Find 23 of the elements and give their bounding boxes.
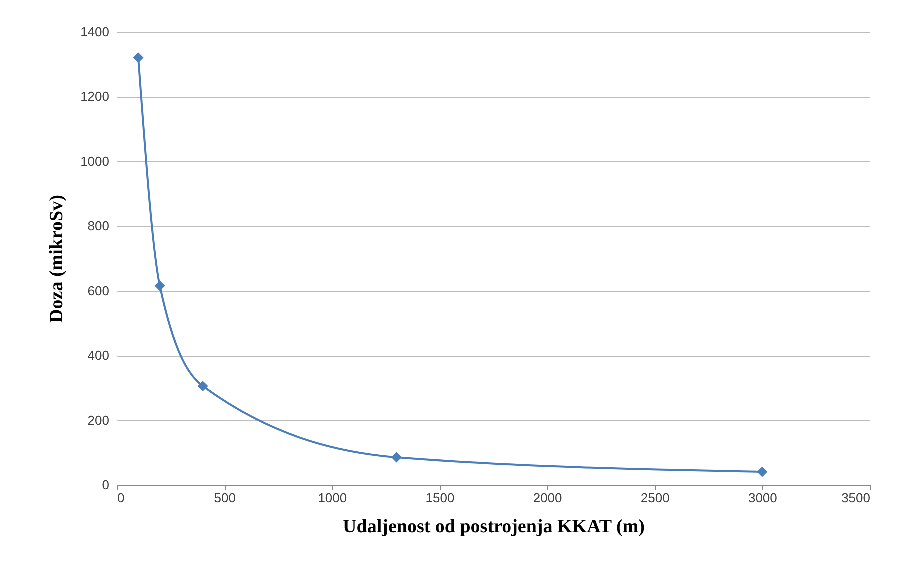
point <box>154 280 166 292</box>
y-tick-label: 1200 <box>80 89 110 104</box>
y-tick-label: 1400 <box>80 24 110 40</box>
x-tick-label: 2000 <box>533 490 562 506</box>
y-tick-label: 400 <box>88 348 110 364</box>
x-tick-label: 1000 <box>318 490 348 506</box>
x-tick-label: 500 <box>214 490 236 506</box>
x-tick-label: 3500 <box>842 490 870 506</box>
x-axis-title: Udaljenost od postrojenja KKAT (m) <box>343 516 645 538</box>
point <box>757 466 768 478</box>
x-tick-label: 3000 <box>748 490 778 506</box>
x-tick-label: 1500 <box>426 490 455 506</box>
point <box>133 52 144 64</box>
point <box>391 452 402 463</box>
y-tick-label: 600 <box>88 283 110 298</box>
x-tick-label: 2500 <box>640 490 670 506</box>
y-tick-label: 200 <box>88 412 110 428</box>
point <box>198 381 208 392</box>
x-tick-label: 0 <box>118 490 125 506</box>
y-axis-title: Doza (mikroSv) <box>46 195 68 323</box>
y-tick-label: 800 <box>88 218 110 234</box>
y-tick-label: 0 <box>102 478 110 492</box>
y-tick-label: 1000 <box>80 154 110 169</box>
